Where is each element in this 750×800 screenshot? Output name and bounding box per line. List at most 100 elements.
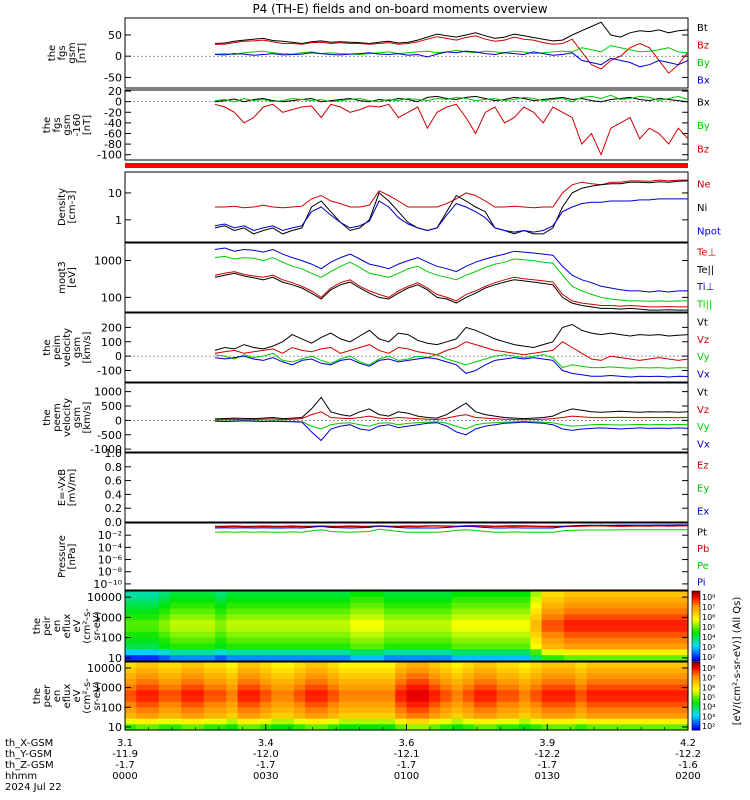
y-axis-label: fgs bbox=[57, 45, 68, 60]
heatmap-cell bbox=[338, 696, 351, 703]
heatmap-cell bbox=[327, 602, 340, 610]
heatmap-cell bbox=[293, 662, 306, 669]
heatmap-cell bbox=[586, 707, 599, 714]
heatmap-cell bbox=[530, 713, 543, 720]
heatmap-cell bbox=[575, 679, 588, 686]
heatmap-cell bbox=[417, 602, 430, 610]
heatmap-cell bbox=[485, 596, 498, 604]
heatmap-cell bbox=[361, 643, 374, 650]
heatmap-cell bbox=[609, 591, 622, 598]
heatmap-cell bbox=[462, 718, 475, 725]
heatmap-cell bbox=[575, 614, 588, 621]
heatmap-cell bbox=[654, 655, 667, 662]
heatmap-cell bbox=[305, 707, 318, 714]
heatmap-cell bbox=[260, 631, 272, 639]
heatmap-cell bbox=[575, 684, 588, 691]
heatmap-cell bbox=[631, 614, 644, 621]
heatmap-cell bbox=[372, 724, 385, 731]
heatmap-cell bbox=[338, 643, 351, 650]
heatmap-cell bbox=[597, 643, 610, 650]
heatmap-cell bbox=[642, 608, 655, 615]
heatmap-cell bbox=[496, 608, 509, 615]
heatmap-cell bbox=[203, 608, 216, 615]
heatmap-cell bbox=[462, 707, 475, 714]
heatmap-cell bbox=[293, 626, 306, 633]
heatmap-cell bbox=[642, 679, 655, 686]
heatmap-cell bbox=[519, 718, 531, 725]
heatmap-cell bbox=[429, 679, 441, 686]
heatmap-cell bbox=[260, 614, 272, 621]
heatmap-cell bbox=[305, 701, 318, 708]
y-axis-label: moqt3 bbox=[57, 261, 68, 294]
heatmap-cell bbox=[586, 701, 599, 708]
heatmap-cell bbox=[338, 684, 351, 691]
heatmap-cell bbox=[564, 713, 576, 720]
series-Pi bbox=[214, 524, 688, 529]
heatmap-cell bbox=[496, 655, 509, 662]
heatmap-cell bbox=[406, 701, 419, 708]
heatmap-cell bbox=[620, 655, 633, 662]
heatmap-cell bbox=[564, 662, 576, 669]
heatmap-cell bbox=[429, 696, 441, 703]
heatmap-cell bbox=[519, 631, 531, 639]
heatmap-cell bbox=[125, 707, 137, 714]
heatmap-cell bbox=[654, 713, 667, 720]
y-tick-label: 0.6 bbox=[105, 475, 123, 488]
heatmap-cell bbox=[327, 620, 340, 627]
heatmap-cell bbox=[395, 701, 408, 708]
heatmap-cell bbox=[316, 696, 329, 703]
heatmap-cell bbox=[474, 718, 486, 725]
heatmap-cell bbox=[305, 673, 318, 680]
heatmap-cell bbox=[361, 684, 374, 691]
heatmap-cell bbox=[203, 602, 216, 610]
heatmap-cell bbox=[237, 626, 250, 633]
heatmap-cell bbox=[451, 626, 464, 633]
heatmap-cell bbox=[293, 690, 306, 697]
heatmap-cell bbox=[350, 602, 363, 610]
y-axis-label: eflux bbox=[62, 684, 73, 709]
heatmap-cell bbox=[665, 713, 678, 720]
heatmap-cell bbox=[282, 707, 295, 714]
heatmap-cell bbox=[474, 637, 486, 645]
heatmap-cell bbox=[642, 662, 655, 669]
heatmap-cell bbox=[496, 684, 509, 691]
heatmap-cell bbox=[609, 655, 622, 662]
colorbar-swatch bbox=[692, 619, 700, 622]
panel-efield: 1.00.80.60.40.20.0 E=-VxB [mV/m] Ez Ey Ex bbox=[57, 447, 709, 529]
heatmap-cell bbox=[125, 655, 137, 662]
heatmap-cell bbox=[631, 673, 644, 680]
heatmap-cell bbox=[474, 724, 486, 731]
heatmap-cell bbox=[451, 707, 464, 714]
heatmap-cell bbox=[609, 596, 622, 604]
heatmap-cell bbox=[350, 684, 363, 691]
y-tick-label: 0 bbox=[115, 414, 122, 427]
colorbar-swatch bbox=[692, 716, 700, 720]
heatmap-cell bbox=[429, 602, 441, 610]
heatmap-cell bbox=[597, 626, 610, 633]
heatmap-cell bbox=[507, 614, 520, 621]
heatmap-cell bbox=[575, 701, 588, 708]
heatmap-cell bbox=[496, 679, 509, 686]
heatmap-cell bbox=[158, 631, 171, 639]
heatmap-cell bbox=[597, 608, 610, 615]
heatmap-cell bbox=[564, 614, 576, 621]
heatmap-cell bbox=[474, 596, 486, 604]
heatmap-cell bbox=[293, 620, 306, 627]
heatmap-cell bbox=[429, 662, 441, 669]
heatmap-cell bbox=[462, 684, 475, 691]
heatmap-cell bbox=[564, 637, 576, 645]
heatmap-cell bbox=[519, 596, 531, 604]
heatmap-cell bbox=[541, 637, 554, 645]
heatmap-cell bbox=[609, 684, 622, 691]
heatmap-cell bbox=[372, 596, 385, 604]
y-tick-label: -40 bbox=[104, 117, 122, 130]
heatmap-cell bbox=[147, 662, 160, 669]
legend-entry: Bz bbox=[697, 40, 709, 51]
heatmap-cell bbox=[519, 608, 531, 615]
heatmap-cell bbox=[125, 718, 137, 725]
heatmap-cell bbox=[552, 679, 565, 686]
heatmap-cell bbox=[451, 679, 464, 686]
heatmap-cell bbox=[158, 591, 171, 598]
chart-title: P4 (TH-E) fields and on-board moments ov… bbox=[252, 2, 547, 16]
heatmap-cell bbox=[597, 649, 610, 656]
